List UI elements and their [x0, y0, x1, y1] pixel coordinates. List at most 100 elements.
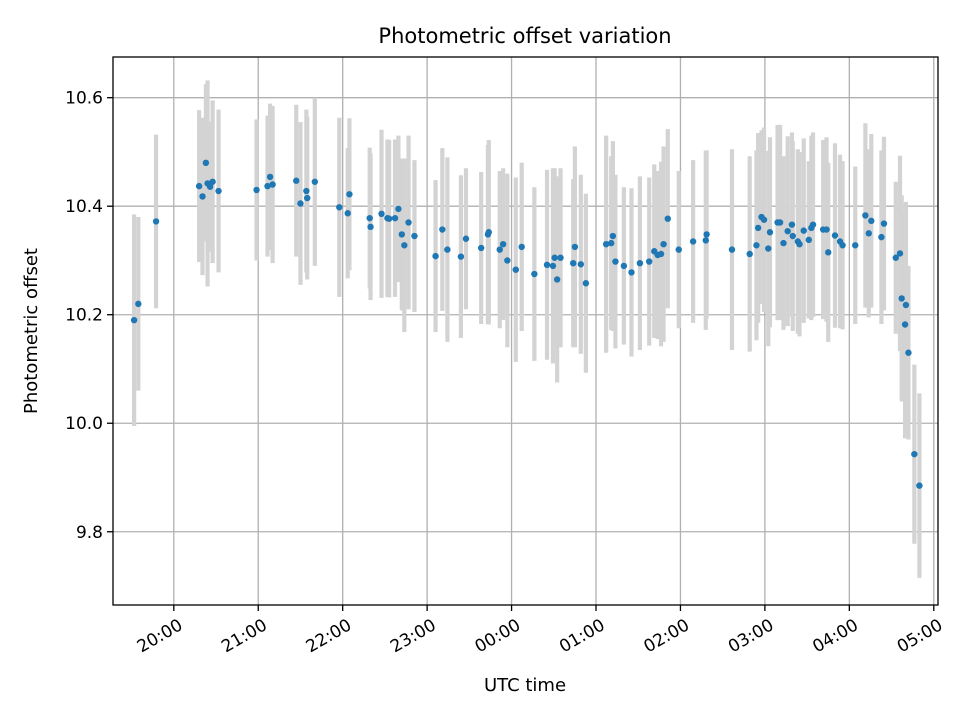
data-point — [728, 246, 736, 253]
data-point — [776, 219, 784, 226]
data-point — [608, 239, 615, 247]
data-point — [620, 262, 628, 270]
data-point — [293, 177, 300, 184]
data-point — [898, 295, 905, 302]
x-axis-label: UTC time — [484, 675, 566, 696]
plot-frame — [112, 56, 939, 606]
data-point — [901, 321, 909, 328]
data-point — [195, 182, 203, 190]
y-tick-label: 10.2 — [65, 306, 103, 326]
data-point — [823, 226, 830, 233]
data-point — [543, 261, 551, 269]
data-point — [577, 261, 585, 268]
data-point — [344, 210, 351, 217]
data-point — [754, 224, 762, 232]
y-tick-label: 9.8 — [76, 523, 103, 543]
data-point — [496, 246, 503, 253]
y-tick-label: 10.6 — [65, 89, 103, 109]
data-point — [297, 200, 304, 207]
data-point — [549, 262, 557, 270]
data-point — [880, 220, 888, 227]
data-point — [336, 204, 343, 211]
data-point — [892, 254, 899, 261]
data-point — [405, 219, 412, 226]
data-point — [646, 258, 653, 265]
data-point — [702, 237, 709, 244]
y-tick-label: 10.4 — [65, 197, 103, 217]
chart-title: Photometric offset variation — [378, 24, 671, 48]
data-point — [809, 221, 817, 228]
data-point — [553, 276, 561, 283]
y-tick-label: 10.0 — [65, 414, 103, 434]
data-point — [796, 240, 803, 248]
data-point — [896, 250, 904, 257]
data-point — [411, 232, 418, 240]
data-point — [264, 182, 271, 190]
data-point — [780, 239, 787, 247]
data-point — [398, 231, 405, 238]
y-axis-label: Photometric offset — [21, 248, 42, 414]
data-point — [346, 191, 353, 198]
data-point — [311, 178, 319, 185]
data-point — [660, 240, 667, 248]
data-point — [401, 242, 408, 249]
data-point — [788, 221, 796, 228]
data-point — [477, 244, 485, 252]
data-point — [602, 240, 610, 248]
data-point — [391, 214, 399, 222]
data-point — [825, 249, 832, 256]
data-point — [766, 229, 774, 236]
data-point — [202, 159, 210, 167]
data-point — [571, 243, 579, 251]
data-point — [760, 216, 768, 223]
data-point — [367, 223, 374, 231]
grid-layer — [113, 57, 938, 605]
data-point — [675, 246, 682, 253]
data-point — [916, 482, 923, 489]
data-point — [457, 253, 465, 260]
data-point — [518, 243, 525, 251]
data-point — [551, 254, 558, 261]
data-point — [789, 232, 796, 240]
data-point — [304, 194, 311, 202]
data-point — [266, 173, 274, 181]
data-point — [753, 242, 760, 249]
data-point — [209, 178, 216, 185]
data-point — [199, 193, 206, 200]
data-point — [215, 187, 222, 195]
data-point — [703, 231, 710, 238]
data-point — [385, 215, 393, 222]
data-point — [444, 246, 451, 253]
data-point — [800, 227, 807, 234]
data-point — [504, 257, 511, 264]
data-point — [689, 238, 697, 245]
point-layer — [130, 159, 923, 489]
data-point — [135, 300, 142, 308]
data-point — [628, 269, 635, 276]
data-point — [902, 301, 910, 309]
data-point — [269, 181, 276, 188]
data-point — [206, 183, 214, 190]
data-point — [485, 229, 492, 236]
data-point — [130, 316, 138, 324]
data-point — [378, 210, 385, 218]
data-point — [878, 233, 885, 241]
data-point — [570, 259, 577, 267]
data-point — [868, 217, 875, 225]
data-point — [499, 240, 507, 248]
data-point — [839, 242, 846, 249]
data-point — [303, 187, 310, 195]
data-point — [557, 254, 564, 261]
data-point — [432, 252, 439, 260]
data-point — [152, 218, 160, 225]
data-point — [865, 230, 872, 237]
data-point — [852, 242, 859, 249]
data-point — [911, 450, 918, 458]
data-point — [612, 258, 619, 265]
data-point — [905, 349, 912, 356]
data-point — [805, 236, 813, 244]
data-point — [439, 226, 446, 233]
data-point — [366, 214, 373, 222]
